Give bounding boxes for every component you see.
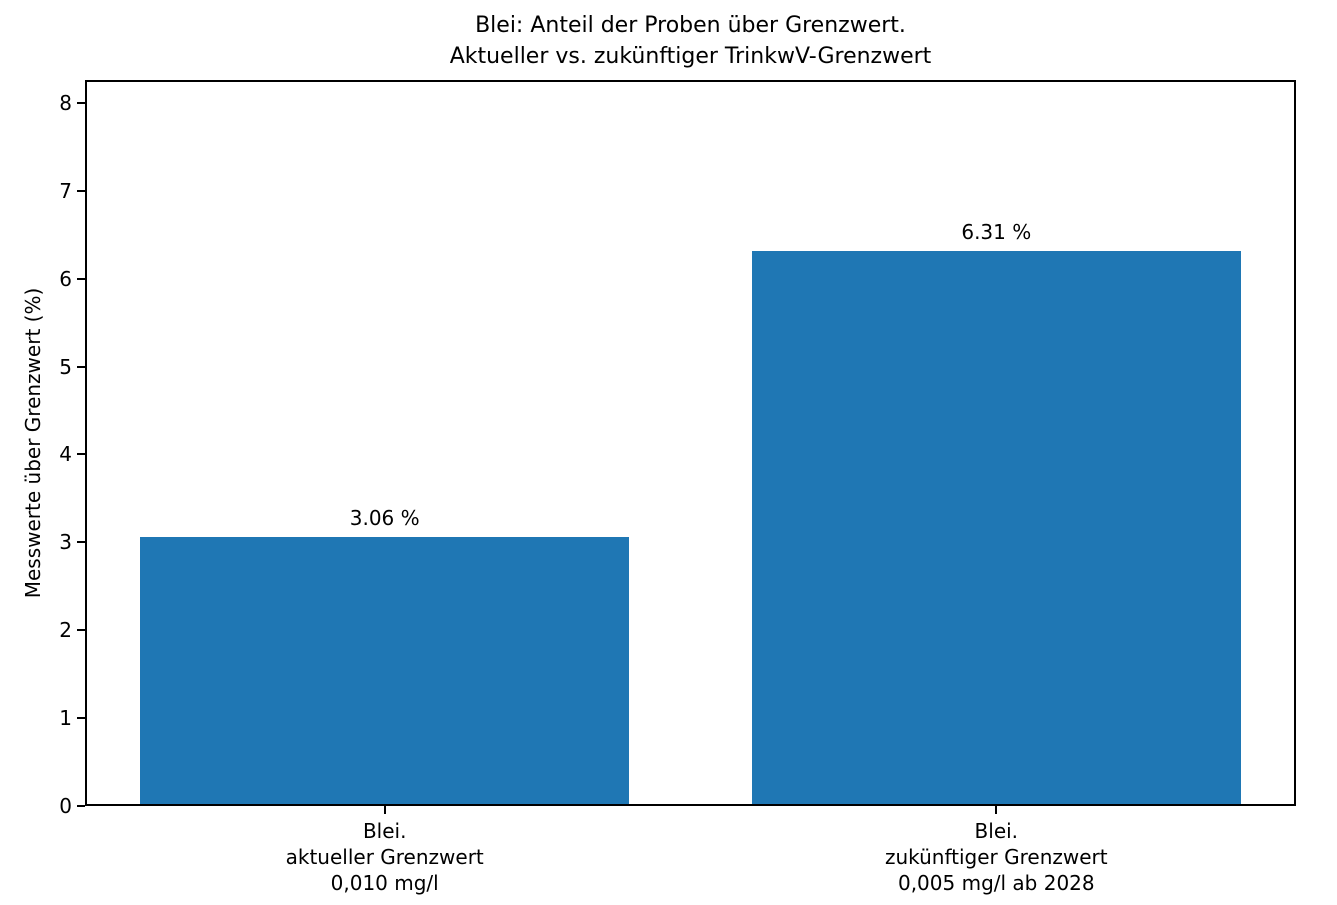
x-tick-label: Blei. aktueller Grenzwert 0,010 mg/l	[285, 819, 484, 895]
y-tick-mark	[77, 541, 85, 544]
y-tick-mark	[77, 629, 85, 632]
y-tick-label: 1	[59, 706, 72, 731]
bar	[751, 251, 1241, 806]
y-tick-label: 5	[59, 354, 72, 379]
y-tick-label: 8	[59, 90, 72, 115]
y-tick-mark	[77, 189, 85, 192]
bar	[140, 537, 630, 806]
bar-value-label: 3.06 %	[349, 506, 420, 531]
y-tick-label: 6	[59, 266, 72, 291]
y-tick-mark	[77, 365, 85, 368]
y-tick-mark	[77, 453, 85, 456]
x-tick-label: Blei. zukünftiger Grenzwert 0,005 mg/l a…	[884, 819, 1108, 895]
y-tick-label: 7	[59, 178, 72, 203]
chart-title-line1: Blei: Anteil der Proben über Grenzwert.	[475, 13, 906, 38]
y-tick-mark	[77, 101, 85, 104]
y-tick-label: 4	[59, 442, 72, 467]
y-tick-mark	[77, 805, 85, 807]
chart-title: Blei: Anteil der Proben über Grenzwert. …	[85, 10, 1296, 72]
chart-title-line2: Aktueller vs. zukünftiger TrinkwV-Grenzw…	[449, 44, 932, 69]
y-tick-mark	[77, 277, 85, 280]
bar-value-label: 6.31 %	[961, 220, 1032, 245]
x-tick-mark	[383, 806, 386, 814]
y-tick-label: 0	[59, 794, 72, 818]
y-tick-mark	[77, 717, 85, 720]
y-tick-label: 3	[59, 530, 72, 555]
y-tick-label: 2	[59, 618, 72, 643]
x-tick-mark	[995, 806, 998, 814]
